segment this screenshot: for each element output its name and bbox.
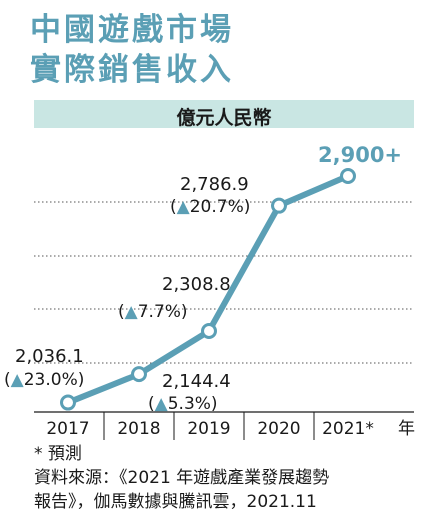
source-line-1: 資料來源：《2021 年遊戲產業發展趨勢 <box>34 468 330 488</box>
unit-band: 億元人民幣 <box>34 100 414 129</box>
value-label-2020: 2,786.9 <box>180 174 249 195</box>
x-tick-label-2019: 2019 <box>187 419 230 439</box>
growth-label-2019: (▲7.7%) <box>118 302 188 322</box>
growth-label-2020: (▲20.7%) <box>170 197 250 217</box>
value-label-2018: 2,144.4 <box>162 371 231 392</box>
chart-title: 中國遊戲市場 實際銷售收入 <box>30 10 234 90</box>
title-line-1: 中國遊戲市場 <box>30 12 234 48</box>
source-line-2: 報告》，伽馬數據與騰訊雲，2021.11 <box>34 492 317 512</box>
value-label-2017: 2,036.1 <box>15 346 84 367</box>
data-point-2017 <box>60 394 76 411</box>
x-tick-label-2021*: 2021* <box>322 419 374 439</box>
data-point-2019 <box>201 323 217 340</box>
growth-label-2017: (▲23.0%) <box>4 370 84 390</box>
source-note: 資料來源：《2021 年遊戲產業發展趨勢 報告》，伽馬數據與騰訊雲，2021.1… <box>34 466 422 514</box>
value-label-2021*: 2,900+ <box>318 143 402 167</box>
x-tick-label-2017: 2017 <box>46 419 89 439</box>
x-tick-label-2020: 2020 <box>257 419 300 439</box>
x-tick-label-2018: 2018 <box>117 419 160 439</box>
unit-label: 億元人民幣 <box>176 107 272 129</box>
footnote: * 預測 <box>34 444 82 464</box>
growth-label-2018: (▲5.3%) <box>148 394 218 414</box>
x-axis-label: 年 <box>398 419 415 439</box>
data-point-2018 <box>131 366 147 383</box>
data-point-2020 <box>271 197 287 214</box>
value-label-2019: 2,308.8 <box>162 274 231 295</box>
title-line-2: 實際銷售收入 <box>30 52 234 88</box>
data-point-2021* <box>340 168 356 184</box>
